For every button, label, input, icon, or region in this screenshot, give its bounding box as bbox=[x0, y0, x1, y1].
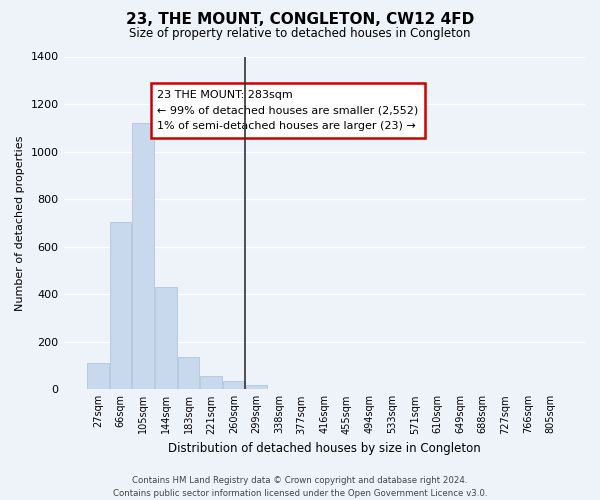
Bar bbox=[178, 357, 199, 390]
Text: Contains HM Land Registry data © Crown copyright and database right 2024.
Contai: Contains HM Land Registry data © Crown c… bbox=[113, 476, 487, 498]
Bar bbox=[223, 381, 245, 390]
Text: Size of property relative to detached houses in Congleton: Size of property relative to detached ho… bbox=[129, 28, 471, 40]
Bar bbox=[155, 287, 176, 390]
Bar bbox=[133, 123, 154, 390]
Bar bbox=[200, 376, 222, 390]
X-axis label: Distribution of detached houses by size in Congleton: Distribution of detached houses by size … bbox=[168, 442, 481, 455]
Y-axis label: Number of detached properties: Number of detached properties bbox=[15, 135, 25, 310]
Text: 23 THE MOUNT: 283sqm
← 99% of detached houses are smaller (2,552)
1% of semi-det: 23 THE MOUNT: 283sqm ← 99% of detached h… bbox=[157, 90, 419, 131]
Text: 23, THE MOUNT, CONGLETON, CW12 4FD: 23, THE MOUNT, CONGLETON, CW12 4FD bbox=[126, 12, 474, 28]
Bar bbox=[245, 386, 267, 390]
Bar bbox=[87, 363, 109, 390]
Bar bbox=[110, 222, 131, 390]
